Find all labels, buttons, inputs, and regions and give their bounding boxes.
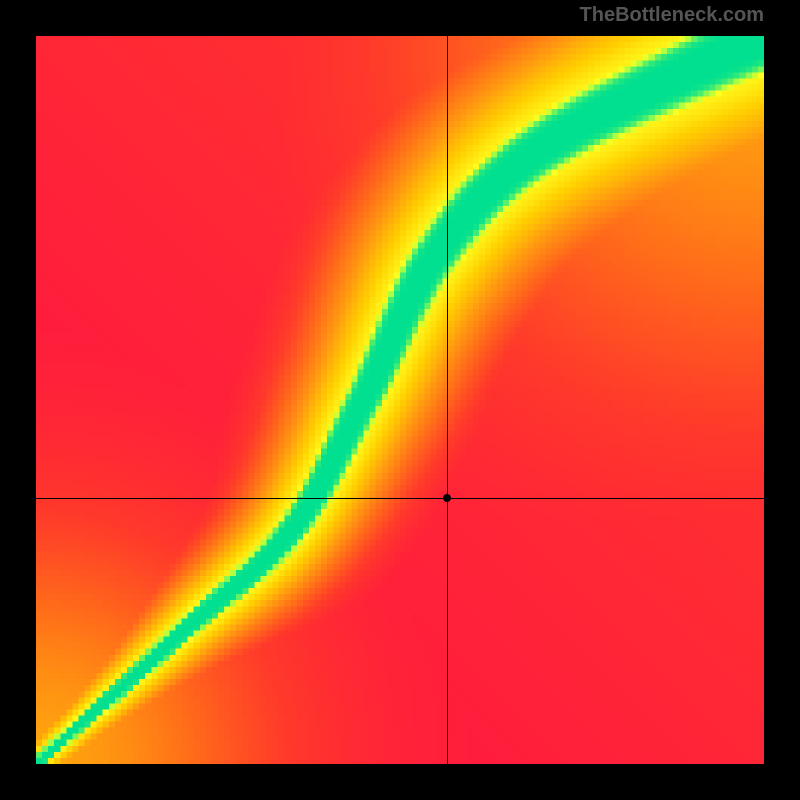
crosshair-vertical [447,36,448,764]
chart-container: { "watermark": { "text": "TheBottleneck.… [0,0,800,800]
crosshair-dot [443,494,451,502]
crosshair-horizontal [36,498,764,499]
heatmap-canvas [36,36,764,764]
watermark-text: TheBottleneck.com [580,4,764,27]
heatmap-plot [36,36,764,764]
